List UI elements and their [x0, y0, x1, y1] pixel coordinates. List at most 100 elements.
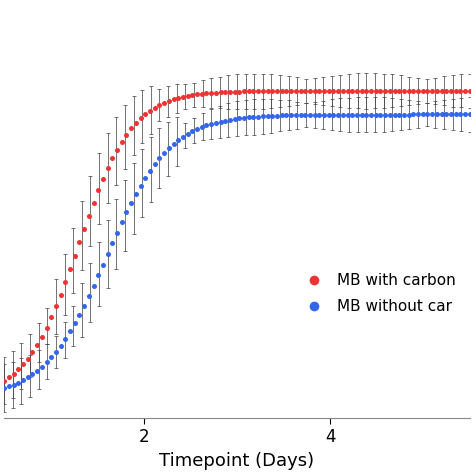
Point	[155, 101, 163, 109]
Point	[438, 87, 446, 95]
Point	[193, 125, 201, 133]
Point	[165, 145, 173, 152]
Point	[146, 167, 154, 174]
Point	[15, 379, 22, 386]
Point	[90, 199, 97, 207]
Point	[358, 87, 365, 95]
Point	[33, 341, 41, 349]
Point	[447, 111, 455, 118]
Point	[466, 111, 474, 118]
Point	[94, 187, 102, 194]
Point	[250, 88, 257, 95]
Point	[410, 111, 417, 118]
Point	[62, 279, 69, 286]
Point	[301, 111, 309, 119]
Point	[137, 182, 145, 190]
Point	[367, 111, 375, 118]
Point	[424, 87, 431, 95]
Point	[428, 111, 436, 118]
Point	[259, 112, 267, 120]
Point	[165, 97, 173, 105]
Point	[311, 87, 319, 95]
Point	[424, 111, 431, 118]
Point	[28, 348, 36, 356]
Point	[33, 367, 41, 374]
Point	[217, 118, 224, 125]
Point	[278, 87, 285, 95]
Point	[189, 128, 196, 135]
Point	[245, 114, 253, 121]
Point	[174, 137, 182, 144]
Point	[273, 87, 281, 95]
Point	[66, 265, 74, 273]
Point	[109, 155, 116, 162]
Point	[99, 261, 107, 268]
Point	[202, 122, 210, 129]
Point	[363, 111, 370, 118]
Point	[28, 371, 36, 378]
Point	[306, 87, 314, 95]
Point	[433, 111, 441, 118]
Point	[400, 87, 408, 95]
Point	[155, 155, 163, 162]
Point	[452, 87, 459, 95]
Point	[236, 88, 243, 95]
Point	[301, 87, 309, 95]
Point	[160, 99, 168, 107]
Point	[151, 160, 158, 168]
Point	[170, 140, 177, 148]
Point	[311, 111, 319, 118]
Point	[466, 87, 474, 95]
Point	[297, 87, 304, 95]
Point	[212, 119, 219, 127]
Point	[433, 87, 441, 95]
Point	[109, 239, 116, 247]
Point	[38, 333, 46, 340]
Point	[207, 120, 215, 128]
Point	[24, 374, 31, 381]
Point	[104, 164, 111, 172]
Point	[128, 125, 135, 132]
Point	[240, 114, 248, 122]
Point	[10, 381, 18, 389]
Point	[226, 88, 234, 96]
Point	[174, 94, 182, 102]
Point	[236, 115, 243, 122]
Point	[146, 107, 154, 114]
Point	[198, 123, 206, 131]
Point	[151, 104, 158, 111]
Point	[132, 119, 140, 127]
Point	[255, 113, 262, 120]
Point	[160, 149, 168, 157]
Point	[452, 111, 459, 118]
Point	[141, 110, 149, 118]
Point	[405, 87, 412, 95]
Point	[184, 92, 191, 100]
Point	[447, 87, 455, 95]
Point	[226, 116, 234, 124]
Point	[382, 111, 389, 118]
Point	[264, 87, 272, 95]
Point	[250, 113, 257, 121]
Point	[287, 87, 295, 95]
Point	[85, 292, 92, 300]
Point	[329, 111, 337, 118]
Point	[193, 91, 201, 98]
Point	[5, 374, 13, 381]
Point	[104, 250, 111, 258]
Point	[113, 146, 121, 154]
Point	[316, 87, 323, 95]
Point	[320, 87, 328, 95]
Point	[43, 324, 50, 331]
Point	[320, 111, 328, 118]
Point	[334, 87, 342, 95]
Point	[344, 87, 351, 95]
Point	[231, 115, 238, 123]
Point	[358, 111, 365, 118]
Point	[99, 175, 107, 182]
Point	[273, 112, 281, 119]
Point	[57, 291, 64, 299]
Point	[212, 89, 219, 96]
Point	[339, 111, 346, 118]
Point	[382, 87, 389, 95]
